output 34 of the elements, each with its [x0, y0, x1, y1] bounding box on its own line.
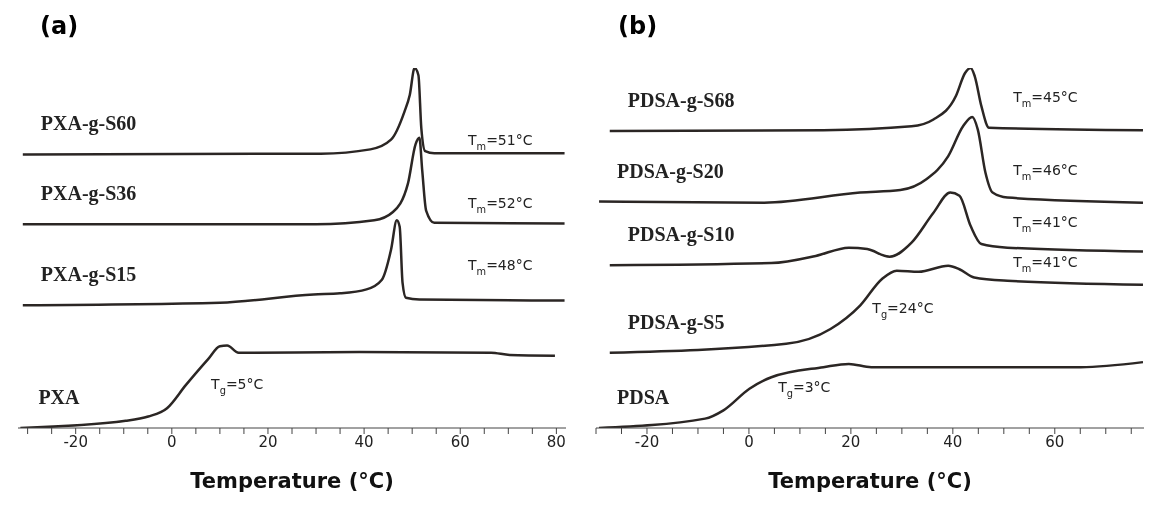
annotation: T$_{g}$=5°C [210, 376, 264, 396]
series-label: PDSA-g-S68 [627, 89, 735, 112]
chart-title: (b) [618, 12, 658, 40]
x-tick-label: 80 [546, 432, 566, 451]
series-label: PDSA-g-S5 [627, 310, 725, 334]
x-tick-label: -20 [634, 432, 660, 451]
x-axis-title: Temperature (°C) [190, 469, 394, 493]
x-tick-label: 40 [943, 432, 963, 451]
annotation: T$_{m}$=48°C [467, 257, 533, 277]
annotation: T$_{m}$=51°C [467, 131, 533, 152]
chart-title: (a) [40, 12, 79, 40]
x-tick-label: 20 [258, 432, 278, 451]
annotation: T$_{g}$=3°C [777, 379, 831, 399]
annotation: T$_{m}$=41°C [1012, 254, 1078, 274]
x-tick-label: 60 [1045, 432, 1065, 451]
x-tick-label: 0 [167, 432, 177, 451]
series-label: PXA-g-S60 [40, 112, 137, 136]
series-label: PXA-g-S15 [40, 263, 137, 287]
x-tick-label: 20 [841, 432, 861, 451]
series-label: PXA [38, 386, 81, 408]
annotation: T$_{m}$=52°C [467, 194, 533, 215]
annotation: T$_{m}$=41°C [1012, 214, 1078, 234]
x-axis-title: Temperature (°C) [768, 469, 972, 493]
series-label: PXA-g-S36 [40, 182, 137, 206]
x-tick-label: 60 [450, 432, 470, 451]
series-label: PDSA-g-S20 [617, 159, 724, 183]
annotation: T$_{m}$=45°C [1012, 89, 1078, 109]
x-tick-label: 0 [744, 432, 754, 451]
annotation: T$_{g}$=24°C [871, 300, 934, 320]
series-label: PDSA [617, 386, 670, 408]
series-label: PDSA-g-S10 [627, 223, 735, 247]
annotation: T$_{m}$=46°C [1012, 161, 1078, 182]
x-tick-label: 40 [354, 432, 374, 451]
x-tick-label: -20 [63, 432, 88, 451]
